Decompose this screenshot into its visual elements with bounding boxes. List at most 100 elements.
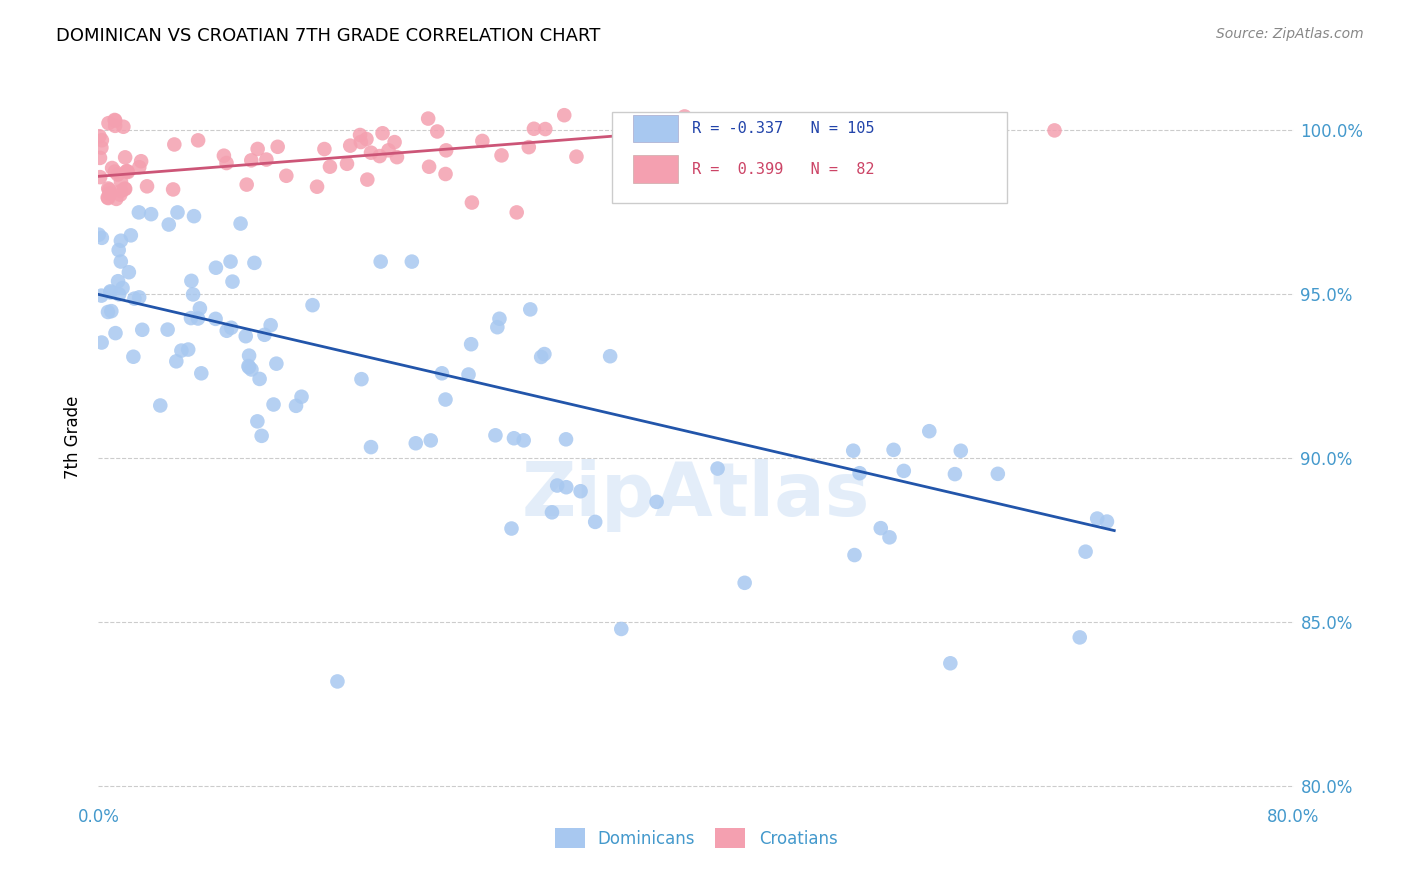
Point bbox=[305, 179, 328, 194]
Point bbox=[457, 368, 479, 382]
Point bbox=[370, 254, 392, 268]
Point bbox=[205, 260, 228, 275]
Point bbox=[139, 207, 162, 221]
Point bbox=[104, 112, 127, 127]
Point bbox=[128, 160, 150, 174]
Point bbox=[377, 144, 399, 158]
Point bbox=[104, 119, 127, 133]
Point bbox=[180, 311, 202, 326]
Point bbox=[90, 231, 112, 245]
Legend: Dominicans, Croatians: Dominicans, Croatians bbox=[546, 820, 846, 856]
Point bbox=[219, 320, 242, 334]
Point bbox=[240, 153, 263, 168]
Point bbox=[519, 302, 541, 317]
Point bbox=[371, 126, 394, 140]
Point bbox=[89, 129, 111, 144]
Point bbox=[110, 187, 132, 202]
Point bbox=[97, 305, 120, 319]
Point bbox=[744, 134, 766, 148]
Point bbox=[553, 108, 575, 122]
Point bbox=[115, 164, 138, 178]
Point bbox=[187, 311, 209, 326]
Point bbox=[215, 324, 238, 338]
Point bbox=[240, 362, 263, 376]
Point bbox=[90, 133, 112, 147]
Point bbox=[624, 148, 647, 162]
Point bbox=[110, 184, 132, 198]
Point bbox=[714, 162, 737, 177]
Point bbox=[163, 137, 186, 152]
Point bbox=[246, 414, 269, 428]
Point bbox=[229, 217, 252, 231]
Point bbox=[893, 464, 915, 478]
Point bbox=[238, 360, 260, 375]
Point bbox=[541, 505, 564, 519]
Point bbox=[97, 116, 120, 130]
Point bbox=[87, 227, 110, 242]
Point bbox=[122, 350, 145, 364]
Point bbox=[243, 256, 266, 270]
Point bbox=[1074, 544, 1097, 558]
Point bbox=[215, 156, 238, 170]
Point bbox=[484, 428, 506, 442]
Point bbox=[349, 128, 371, 142]
Point bbox=[555, 480, 578, 494]
Point bbox=[319, 160, 342, 174]
Point bbox=[314, 142, 336, 156]
Point bbox=[673, 110, 696, 124]
Point bbox=[610, 622, 633, 636]
Point bbox=[235, 329, 257, 343]
Point bbox=[865, 140, 887, 154]
Point bbox=[188, 301, 211, 316]
Point bbox=[98, 183, 121, 197]
Point bbox=[181, 287, 204, 301]
Point bbox=[107, 168, 129, 182]
Point bbox=[506, 205, 529, 219]
Point bbox=[114, 150, 136, 164]
Point bbox=[360, 440, 382, 454]
Point bbox=[356, 172, 378, 186]
Point bbox=[165, 354, 187, 368]
Point bbox=[97, 181, 120, 195]
Point bbox=[114, 182, 136, 196]
Point bbox=[491, 148, 513, 162]
Point bbox=[350, 135, 373, 149]
Point bbox=[1069, 631, 1091, 645]
Point bbox=[401, 254, 423, 268]
Text: DOMINICAN VS CROATIAN 7TH GRADE CORRELATION CHART: DOMINICAN VS CROATIAN 7TH GRADE CORRELAT… bbox=[56, 27, 600, 45]
Point bbox=[100, 304, 122, 318]
Point bbox=[434, 167, 457, 181]
Point bbox=[842, 443, 865, 458]
Text: Source: ZipAtlas.com: Source: ZipAtlas.com bbox=[1216, 27, 1364, 41]
Point bbox=[250, 429, 273, 443]
Point bbox=[183, 209, 205, 223]
Point bbox=[405, 436, 427, 450]
Text: R =  0.399   N =  82: R = 0.399 N = 82 bbox=[692, 161, 875, 177]
Point bbox=[418, 160, 440, 174]
Point bbox=[918, 424, 941, 438]
Point bbox=[706, 461, 728, 475]
Point bbox=[356, 132, 378, 146]
Point bbox=[253, 327, 276, 342]
Point bbox=[100, 285, 122, 299]
Point bbox=[517, 140, 540, 154]
Point bbox=[350, 372, 373, 386]
Point bbox=[534, 122, 557, 136]
Point bbox=[117, 165, 139, 179]
Point bbox=[90, 141, 112, 155]
Point bbox=[219, 254, 242, 268]
Point bbox=[128, 205, 150, 219]
Point bbox=[170, 343, 193, 358]
Point bbox=[569, 484, 592, 499]
Point bbox=[249, 372, 271, 386]
Point bbox=[111, 281, 134, 295]
Point bbox=[949, 443, 972, 458]
Point bbox=[128, 290, 150, 304]
Point bbox=[530, 350, 553, 364]
Point bbox=[418, 112, 440, 126]
Point bbox=[285, 399, 308, 413]
Point bbox=[641, 120, 664, 134]
Point bbox=[107, 243, 129, 257]
Point bbox=[488, 311, 510, 326]
Point bbox=[368, 149, 391, 163]
